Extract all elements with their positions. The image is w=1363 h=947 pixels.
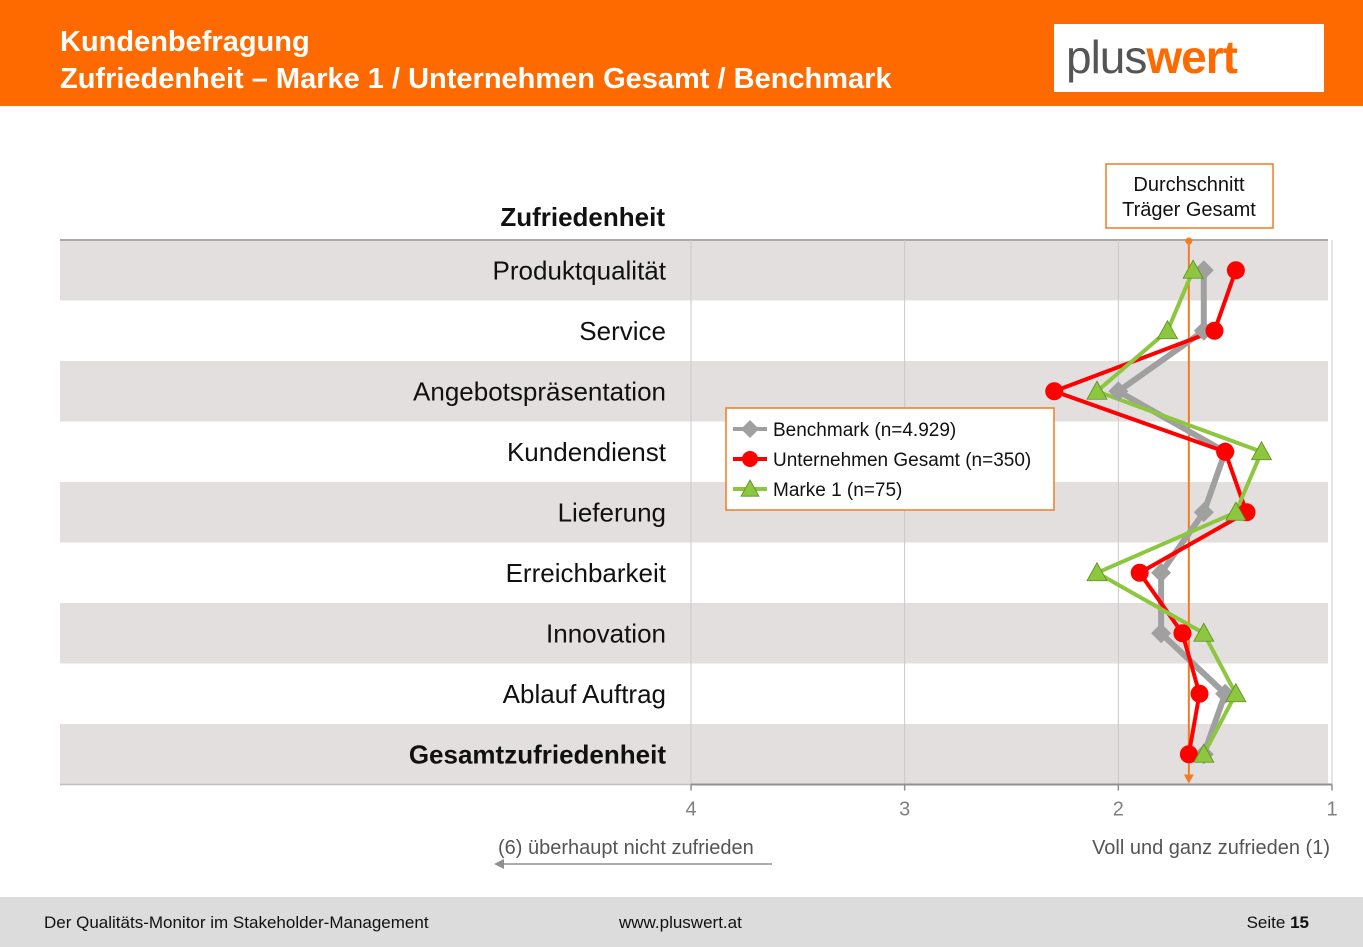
category-label: Lieferung: [558, 497, 666, 527]
footer-bar: Der Qualitäts-Monitor im Stakeholder-Man…: [0, 897, 1363, 947]
legend-label: Unternehmen Gesamt (n=350): [773, 450, 1031, 471]
legend-swatch-marker: [741, 420, 759, 438]
x-tick-label: 3: [899, 799, 910, 821]
data-point: [1179, 745, 1198, 764]
logo-wert-text: wert: [1146, 31, 1238, 83]
legend-label: Benchmark (n=4.929): [773, 420, 956, 441]
pluswert-logo: pluswert: [1054, 24, 1324, 92]
footer-text: Der Qualitäts-Monitor im Stakeholder-Man…: [44, 913, 429, 932]
data-point: [1216, 442, 1235, 461]
data-point: [1130, 563, 1149, 582]
data-point: [1086, 561, 1108, 582]
page-label: Seite: [1246, 913, 1286, 932]
category-label: Angebotspräsentation: [413, 376, 666, 406]
x-tick-label: 4: [685, 799, 696, 821]
data-point: [1205, 321, 1224, 340]
category-label: Erreichbarkeit: [506, 558, 667, 588]
data-point: [1173, 624, 1192, 643]
satisfaction-chart: 4 3 2 1 Zufriedenheit Produktqualität Service A…: [60, 163, 1338, 869]
data-point: [1151, 623, 1172, 644]
category-label: Ablauf Auftrag: [503, 679, 666, 709]
row-band: [60, 724, 1328, 785]
logo-plus-text: plus: [1066, 31, 1147, 83]
chart-title: Zufriedenheit: [500, 202, 665, 232]
legend-label: Marke 1 (n=75): [773, 480, 902, 501]
x-tick-label: 2: [1113, 799, 1124, 821]
data-point: [1182, 259, 1204, 279]
reference-label-line2: Träger Gesamt: [1122, 199, 1256, 221]
row-band: [60, 240, 1328, 301]
legend-swatch-marker: [742, 451, 758, 467]
page-number: Seite 15: [1247, 913, 1309, 933]
footer-url: www.pluswert.at: [619, 913, 742, 932]
data-point: [1151, 562, 1172, 583]
data-point: [1108, 381, 1129, 402]
data-point: [1045, 382, 1064, 401]
right-scale-label: Voll und ganz zufrieden (1): [1092, 837, 1330, 859]
data-point: [1226, 261, 1245, 280]
data-point: [1225, 682, 1247, 703]
row-band: [60, 361, 1328, 422]
data-point: [1086, 380, 1108, 400]
category-label: Kundendienst: [507, 437, 667, 467]
data-point: [1193, 622, 1215, 642]
category-label: Service: [579, 316, 666, 346]
header-bar: Kundenbefragung Zufriedenheit – Marke 1 …: [0, 0, 1363, 106]
data-point: [1190, 684, 1209, 703]
left-scale-arrowhead: [494, 859, 504, 869]
legend-swatch-marker: [740, 479, 760, 497]
category-label: Innovation: [546, 618, 666, 648]
slide-title: Kundenbefragung: [60, 26, 310, 58]
page-number-value: 15: [1290, 913, 1309, 932]
data-point: [1225, 501, 1247, 521]
legend: [725, 407, 1055, 511]
reference-label-line1: Durchschnitt: [1133, 174, 1245, 196]
row-band: [60, 603, 1328, 664]
x-tick-label: 1: [1326, 799, 1337, 821]
reference-line-dot: [1185, 237, 1193, 245]
row-band: [60, 482, 1328, 543]
data-point: [1156, 319, 1179, 340]
data-point: [1193, 502, 1214, 523]
reference-label-box: [1105, 163, 1274, 229]
data-point: [1193, 743, 1215, 763]
category-label: Gesamtzufriedenheit: [409, 739, 667, 769]
data-point: [1250, 440, 1273, 461]
reference-arrowhead: [1183, 774, 1194, 784]
category-label: Produktqualität: [493, 255, 667, 285]
slide-subtitle: Zufriedenheit – Marke 1 / Unternehmen Ge…: [60, 63, 892, 95]
left-scale-label: (6) überhaupt nicht zufrieden: [498, 837, 754, 859]
